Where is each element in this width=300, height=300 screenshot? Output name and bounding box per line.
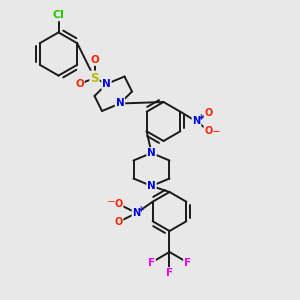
Text: N: N xyxy=(132,208,141,218)
Text: O: O xyxy=(75,79,84,89)
Text: N: N xyxy=(116,98,124,109)
Text: N: N xyxy=(147,148,156,158)
Text: S: S xyxy=(90,71,99,85)
Text: O: O xyxy=(90,55,99,65)
Text: Cl: Cl xyxy=(52,10,64,20)
Text: F: F xyxy=(166,268,173,278)
Text: N: N xyxy=(147,181,156,191)
Text: O: O xyxy=(114,217,123,227)
Text: O: O xyxy=(114,199,123,209)
Text: +: + xyxy=(137,205,143,214)
Text: O: O xyxy=(204,125,213,136)
Text: F: F xyxy=(184,257,191,268)
Text: F: F xyxy=(148,257,155,268)
Text: +: + xyxy=(197,113,203,122)
Text: −: − xyxy=(212,127,220,137)
Text: N: N xyxy=(102,79,111,89)
Text: O: O xyxy=(204,107,213,118)
Text: −: − xyxy=(106,197,116,208)
Text: N: N xyxy=(192,116,201,127)
